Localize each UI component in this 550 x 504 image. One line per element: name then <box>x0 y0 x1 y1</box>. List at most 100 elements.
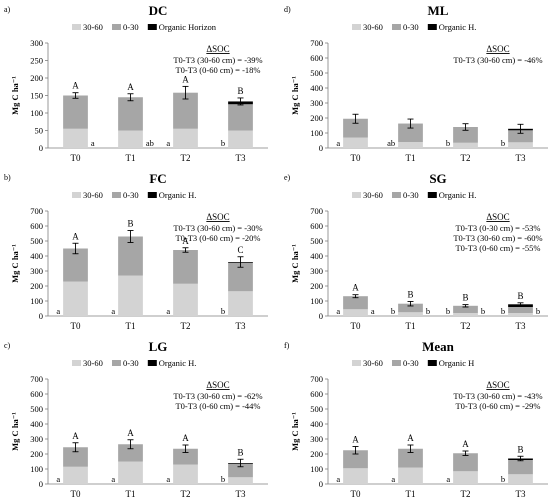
legend-label: 30-60 <box>83 190 103 200</box>
y-tick-label: 400 <box>310 419 323 429</box>
significance-upper: B <box>517 444 523 454</box>
significance-upper: A <box>182 74 189 84</box>
annotation-line: T0-T3 (30-60 cm) = -60% <box>453 233 542 243</box>
significance-upper: A <box>127 82 134 92</box>
x-tick-label: T1 <box>406 489 416 499</box>
legend-label: Organic H. <box>439 22 477 32</box>
bar-segment <box>118 130 143 148</box>
legend-swatch <box>112 192 121 198</box>
legend-label: 30-60 <box>363 190 383 200</box>
bar-segment <box>118 444 143 462</box>
bar-segment <box>398 142 423 148</box>
bar-segment <box>118 97 143 131</box>
annotation-title: ΔSOC <box>486 44 509 54</box>
significance-lower: b <box>221 138 225 148</box>
y-tick-label: 600 <box>30 221 43 231</box>
significance-upper: A <box>352 435 359 445</box>
y-tick-label: 100 <box>310 464 323 474</box>
significance-lower: a <box>166 474 170 484</box>
y-tick-label: 0 <box>39 311 43 321</box>
bar-segment <box>63 95 88 129</box>
significance-lower: a <box>111 306 115 316</box>
y-tick-label: 100 <box>310 128 323 138</box>
significance-lower: a <box>166 138 170 148</box>
y-tick-label: 600 <box>310 53 323 63</box>
significance-upper: B <box>517 291 523 301</box>
y-tick-label: 300 <box>310 266 323 276</box>
y-tick-label: 700 <box>30 374 43 384</box>
legend-swatch <box>427 24 437 30</box>
bar-segment <box>453 471 478 484</box>
bar-segment <box>508 307 533 313</box>
significance-lower: b <box>446 138 450 148</box>
y-tick-label: 0 <box>319 479 323 489</box>
y-axis-label: Mg C ha⁻¹ <box>10 76 20 115</box>
bar-segment <box>118 275 143 316</box>
significance-upper: A <box>462 439 469 449</box>
bar-segment <box>343 137 368 148</box>
x-tick-label: T0 <box>71 489 81 499</box>
x-tick-label: T3 <box>236 489 246 499</box>
y-tick-label: 300 <box>310 434 323 444</box>
y-tick-label: 100 <box>30 108 43 118</box>
y-tick-label: 700 <box>30 206 43 216</box>
significance-lower: b <box>426 306 430 316</box>
panel-title: Mean <box>422 339 455 354</box>
y-tick-label: 0 <box>319 311 323 321</box>
legend-swatch <box>147 192 157 198</box>
significance-upper: B <box>407 289 413 299</box>
legend-swatch <box>427 192 437 198</box>
legend-label: Organic H <box>439 358 475 368</box>
legend-label: 30-60 <box>363 358 383 368</box>
y-tick-label: 400 <box>310 83 323 93</box>
bar-segment <box>118 461 143 484</box>
chart-panel-ml: d) ML 30-60 0-30 Organic H. 0 100 200 300 400 500 6… <box>284 3 548 163</box>
y-tick-label: 200 <box>310 449 323 459</box>
x-tick-label: T3 <box>236 321 246 331</box>
bar-segment <box>453 453 478 472</box>
bar-segment <box>508 313 533 316</box>
panel-letter: a) <box>4 5 11 14</box>
legend-swatch <box>352 192 361 198</box>
significance-lower: b <box>481 306 485 316</box>
legend-label: 0-30 <box>403 190 419 200</box>
legend-swatch <box>392 360 401 366</box>
bar-segment <box>173 283 198 316</box>
bar-segment <box>228 104 253 131</box>
bar-segment <box>228 463 253 478</box>
annotation-line: T0-T3 (0-60 cm) = -29% <box>455 401 540 411</box>
panel-letter: d) <box>284 5 291 14</box>
annotation-title: ΔSOC <box>206 380 229 390</box>
bar-segment <box>173 250 198 284</box>
legend-label: 30-60 <box>83 358 103 368</box>
bar-segment <box>173 448 198 465</box>
chart-panel-mean: f) Mean 30-60 0-30 Organic H 0 100 200 300 400 500… <box>284 339 548 499</box>
annotation-title: ΔSOC <box>486 212 509 222</box>
annotation-title: ΔSOC <box>486 380 509 390</box>
bar-segment <box>343 468 368 484</box>
x-tick-label: T1 <box>126 153 136 163</box>
significance-lower: a <box>111 474 115 484</box>
bar-segment <box>398 123 423 142</box>
legend-swatch <box>72 360 81 366</box>
annotation-line: T0-T3 (30-60 cm) = -62% <box>173 391 262 401</box>
significance-lower: a <box>91 138 95 148</box>
y-axis-label: Mg C ha⁻¹ <box>10 412 20 451</box>
x-tick-label: T2 <box>181 489 191 499</box>
x-tick-label: T2 <box>181 321 191 331</box>
bar-segment <box>173 128 198 148</box>
y-tick-label: 400 <box>310 251 323 261</box>
annotation-line: T0-T3 (0-30 cm) = -53% <box>455 223 540 233</box>
bar-segment <box>63 128 88 148</box>
significance-upper: A <box>182 433 189 443</box>
panel-letter: f) <box>284 341 290 350</box>
annotation-line: T0-T3 (30-60 cm) = -30% <box>173 223 262 233</box>
y-tick-label: 0 <box>39 479 43 489</box>
significance-lower: a <box>336 306 340 316</box>
y-tick-label: 0 <box>319 143 323 153</box>
legend-label: 0-30 <box>403 22 419 32</box>
bar-segment <box>63 281 88 316</box>
bar-segment <box>343 296 368 310</box>
significance-lower: ab <box>146 138 154 148</box>
